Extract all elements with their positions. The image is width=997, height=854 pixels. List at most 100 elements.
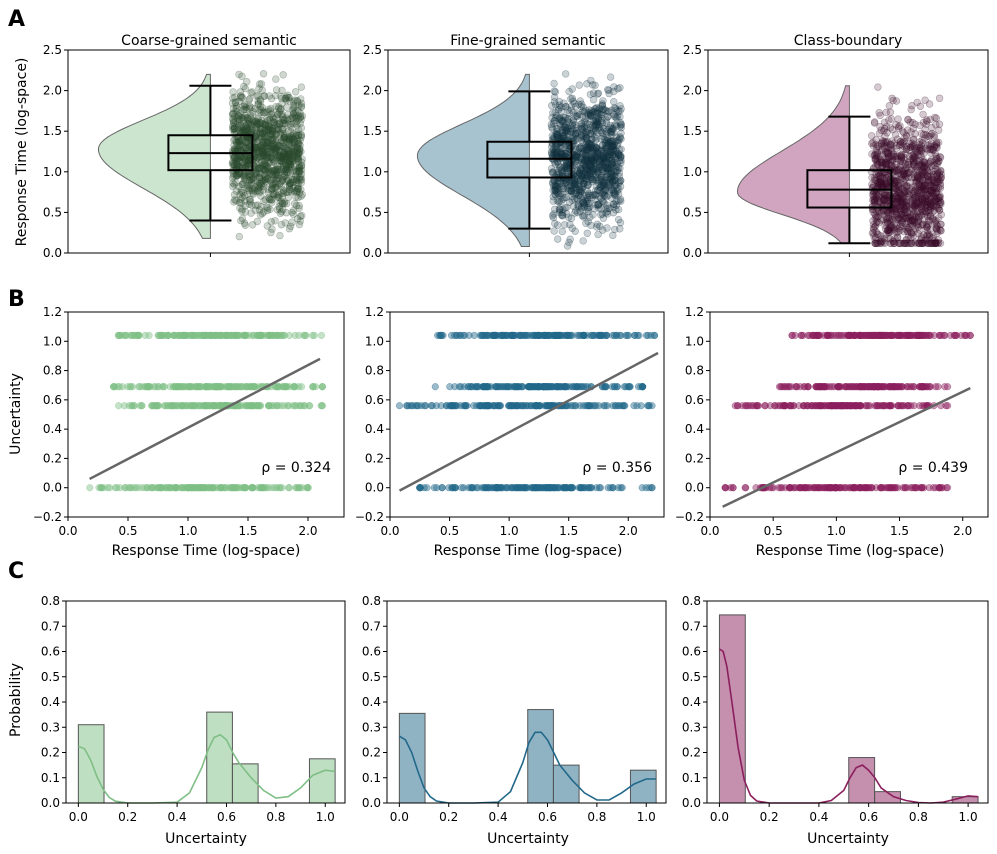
a1-strip-point: [255, 136, 263, 144]
a3-strip-point: [920, 149, 928, 158]
a1-strip-point: [241, 221, 250, 230]
a1-strip-point: [290, 148, 298, 156]
a1-strip-point: [229, 109, 237, 118]
a3-strip-point: [875, 109, 883, 117]
a1-strip-point: [289, 120, 297, 128]
a1-strip-point: [263, 206, 272, 215]
a3-strip-point: [927, 162, 936, 170]
b2-scatter-point: [496, 383, 504, 391]
a1-strip-point: [264, 116, 272, 125]
a1-strip-point: [247, 175, 256, 184]
a1-strip-point: [232, 179, 240, 187]
a3-strip-point: [925, 100, 934, 108]
a2-strip-point: [556, 179, 564, 188]
a1-strip-point: [241, 208, 250, 216]
a1-strip-point: [247, 103, 255, 112]
a1-strip-point: [288, 218, 296, 226]
b2-ytick-label: 0.4: [365, 422, 384, 436]
a1-strip-point: [296, 217, 304, 225]
a1-strip-point: [280, 134, 289, 142]
a1-strip-point: [272, 175, 280, 184]
b1-scatter-point: [121, 331, 129, 339]
a1-strip-point: [267, 184, 276, 193]
a1-strip-point: [281, 119, 289, 128]
b1-scatter-point: [190, 402, 198, 410]
b1-scatter-point: [275, 383, 283, 391]
a1-strip-point: [263, 107, 271, 116]
a3-strip-point: [874, 152, 882, 161]
rho-label-coarse: ρ = 0.324: [261, 460, 331, 476]
a1-strip-point: [253, 147, 262, 156]
a1-strip-point: [268, 128, 277, 137]
b1-scatter-point: [136, 402, 144, 410]
a1-strip-point: [269, 135, 278, 143]
a1-strip-point: [256, 173, 264, 182]
a1-strip-point: [280, 198, 289, 206]
b2-scatter-point: [545, 331, 553, 339]
a1-strip-point: [253, 119, 262, 127]
a3-strip-point: [889, 96, 897, 105]
b1-xtick-label: 0.0: [58, 524, 77, 538]
a2-strip-point: [595, 204, 603, 212]
a1-strip-point: [274, 152, 283, 160]
a3-strip-point: [874, 83, 882, 91]
a1-strip-point: [257, 80, 266, 88]
a1-strip-point: [237, 188, 246, 197]
a3-strip-point: [917, 233, 925, 241]
a1-strip-point: [248, 126, 256, 135]
b3-scatter-point: [840, 484, 848, 492]
b2-ytick-label: 1.2: [365, 305, 384, 319]
a1-strip-point: [239, 178, 248, 187]
a1-strip-point: [255, 169, 263, 177]
a2-ytick-label: 2.5: [363, 43, 382, 57]
b2-scatter-point: [520, 484, 528, 492]
a1-strip-point: [238, 207, 246, 216]
a1-strip-point: [293, 151, 301, 159]
b1-scatter-point: [317, 331, 326, 339]
a1-strip-point: [263, 114, 271, 123]
b1-scatter-point: [209, 484, 217, 492]
a1-strip-point: [257, 181, 265, 190]
x-axis-label-c3: Uncertainty: [807, 831, 889, 847]
a1-strip-point: [252, 170, 261, 179]
a1-strip-point: [239, 106, 248, 114]
a1-strip-point: [236, 93, 245, 101]
a1-strip-point: [293, 174, 301, 183]
b1-scatter-point: [296, 402, 304, 410]
a1-strip-point: [293, 144, 302, 152]
a1-strip-point: [238, 136, 247, 145]
b2-scatter-point: [597, 484, 605, 492]
a1-strip-point: [245, 200, 254, 208]
a1-strip-point: [235, 122, 243, 130]
a1-strip-point: [255, 113, 263, 121]
a1-ytick-label: 2.5: [43, 43, 62, 57]
a1-strip-point: [274, 176, 282, 184]
a1-strip-point: [280, 187, 288, 195]
panel-label-b: B: [8, 287, 25, 312]
a3-strip-point: [891, 207, 899, 216]
a2-strip-point: [583, 229, 591, 238]
a2-strip-point: [562, 150, 570, 158]
a1-strip-point: [263, 175, 271, 183]
b1-scatter-point: [127, 383, 135, 391]
a2-ytick-label: 2.0: [363, 84, 382, 98]
a1-strip-point: [292, 155, 300, 164]
b2-scatter-point: [457, 402, 465, 410]
x-axis-label-c2: Uncertainty: [487, 831, 569, 847]
a1-strip-point: [260, 166, 269, 175]
b1-scatter-point: [180, 484, 188, 492]
a1-strip-point: [260, 120, 268, 129]
a1-strip-point: [258, 209, 266, 218]
a1-strip-point: [246, 124, 254, 132]
a3-strip-point: [926, 142, 935, 151]
a1-strip-point: [280, 152, 288, 161]
a1-strip-point: [284, 110, 292, 119]
a1-strip-point: [262, 119, 270, 127]
a1-strip-point: [252, 130, 260, 138]
a1-strip-point: [252, 169, 260, 177]
a1-strip-point: [278, 99, 286, 108]
b1-scatter-point: [218, 331, 226, 339]
panel-label-c: C: [8, 559, 24, 584]
b1-scatter-point: [161, 383, 169, 391]
a1-strip-point: [256, 180, 264, 188]
